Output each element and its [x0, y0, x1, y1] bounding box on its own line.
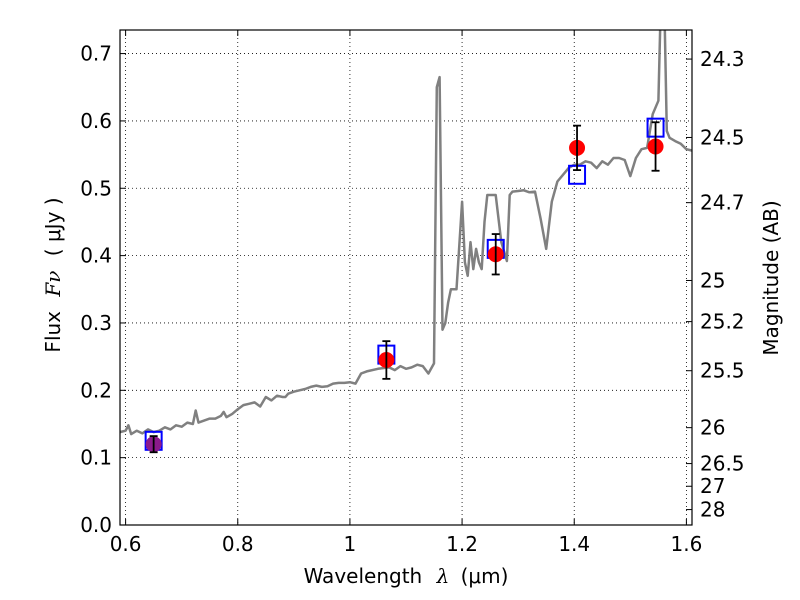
x-axis-label-unit: (μm) [461, 564, 509, 588]
y2-tick-label: 26 [700, 416, 725, 440]
y-tick-label: 0.2 [80, 378, 112, 402]
y2-axis-label: Magnitude (AB) [759, 200, 783, 355]
x-tick-label: 0.6 [110, 532, 142, 556]
y-axis-label-symbol: Fν [41, 271, 65, 298]
y-axis-label-unit: ( μJy ) [41, 197, 65, 256]
x-tick-label: 1.6 [670, 532, 702, 556]
y2-tick-label: 26.5 [700, 452, 745, 476]
x-tick-label: 1.4 [558, 532, 590, 556]
y-tick-label: 0.3 [80, 311, 112, 335]
y2-tick-label: 24.7 [700, 191, 745, 215]
y2-tick-label: 25 [700, 268, 725, 292]
y2-tick-label: 25.2 [700, 310, 745, 334]
y-axis-label: Flux Fν ( μJy ) [41, 197, 65, 352]
y-tick-label: 0.6 [80, 109, 112, 133]
model-spectrum [120, 30, 692, 436]
y-tick-label: 0.5 [80, 176, 112, 200]
y2-tick-label: 28 [700, 498, 725, 522]
y2-tick-label: 24.3 [700, 47, 745, 71]
axis-ticks: 0.6 0.8 1 1.2 1.4 1.6 0.0 0.1 0.2 0.3 0.4 0.5 0.6 0.7… [80, 30, 745, 556]
y-tick-label: 0.1 [80, 446, 112, 470]
y-tick-label: 0.0 [80, 513, 112, 537]
x-axis-label: Wavelength λ (μm) [304, 564, 509, 588]
x-axis-label-text: Wavelength [304, 564, 423, 588]
y-tick-label: 0.4 [80, 244, 112, 268]
y-axis-label-text: Flux [41, 311, 65, 353]
x-axis-label-symbol: λ [436, 564, 450, 588]
data-markers [144, 117, 665, 454]
y2-tick-label: 27 [700, 474, 725, 498]
y-tick-label: 0.7 [80, 42, 112, 66]
plot-frame [119, 29, 693, 526]
x-tick-label: 1.2 [446, 532, 478, 556]
sed-line [120, 30, 692, 436]
y2-tick-label: 25.5 [700, 359, 745, 383]
y2-tick-label: 24.5 [700, 125, 745, 149]
x-tick-label: 0.8 [222, 532, 254, 556]
x-tick-label: 1 [344, 532, 357, 556]
